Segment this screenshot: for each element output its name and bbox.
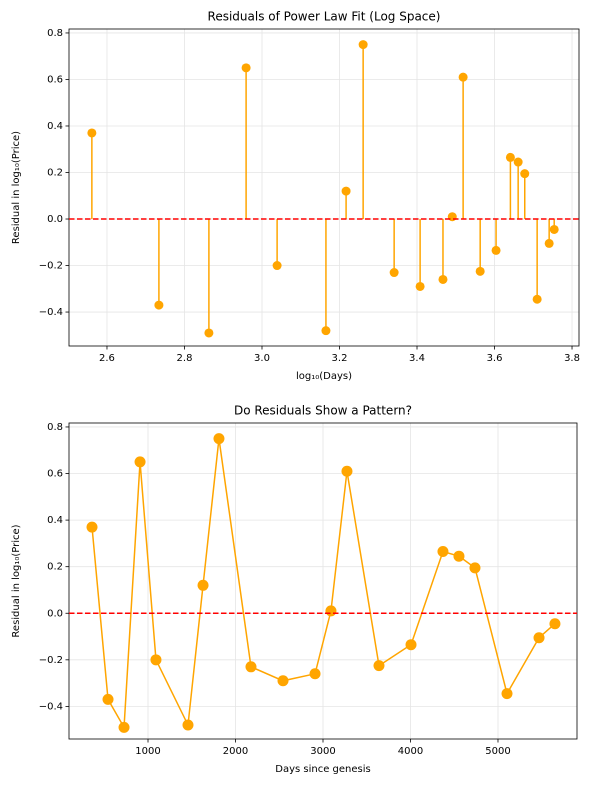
stem-marker — [505, 152, 515, 162]
point — [405, 639, 417, 651]
point — [245, 661, 257, 673]
point — [309, 668, 321, 680]
stem-marker — [491, 245, 501, 255]
point — [277, 675, 289, 687]
y-tick-label: 0.6 — [47, 469, 63, 480]
stem-marker — [447, 212, 457, 222]
y-tick-label: −0.4 — [39, 307, 63, 318]
plot-frame — [68, 28, 580, 347]
stem-marker — [475, 266, 485, 276]
x-tick-label: 4000 — [398, 746, 423, 757]
y-tick-label: 0.0 — [47, 214, 63, 225]
y-tick-label: −0.2 — [39, 261, 63, 272]
point — [373, 660, 385, 672]
point — [118, 721, 130, 733]
chart-title: Do Residuals Show a Pattern? — [234, 404, 412, 418]
x-tick-label: 3.2 — [332, 353, 348, 364]
point — [102, 693, 114, 705]
point — [325, 605, 337, 617]
point — [469, 562, 481, 574]
stem-marker — [549, 224, 559, 234]
stem-marker — [513, 157, 523, 167]
y-tick-label: −0.4 — [39, 701, 63, 712]
stem-marker — [532, 294, 542, 304]
stem-marker — [154, 300, 164, 310]
x-tick-label: 3.6 — [487, 353, 503, 364]
stem-marker — [341, 186, 351, 196]
point — [549, 618, 561, 630]
point — [437, 546, 449, 558]
stem-marker — [272, 261, 282, 271]
stem-marker — [458, 72, 468, 82]
x-tick-label: 1000 — [135, 746, 160, 757]
y-tick-label: 0.4 — [47, 121, 63, 132]
y-tick-label: 0.2 — [47, 562, 63, 573]
x-tick-label: 3.8 — [564, 353, 580, 364]
y-tick-label: 0.0 — [47, 608, 63, 619]
x-tick-label: 2.6 — [99, 353, 115, 364]
y-axis-label: Residual in log₁₀(Price) — [11, 524, 22, 637]
point — [533, 632, 545, 644]
stem-marker — [358, 40, 368, 50]
stem-marker — [520, 169, 530, 179]
plot-frame — [68, 422, 578, 740]
point — [134, 456, 146, 468]
stem-marker — [544, 238, 554, 248]
point — [453, 550, 465, 562]
point — [213, 433, 225, 445]
stem-marker — [389, 268, 399, 278]
y-tick-label: 0.8 — [47, 422, 63, 433]
y-tick-label: 0.6 — [47, 74, 63, 85]
point — [86, 521, 98, 533]
y-tick-label: −0.2 — [39, 655, 63, 666]
y-tick-label: 0.4 — [47, 515, 63, 526]
point — [182, 719, 194, 731]
stem-marker — [241, 63, 251, 73]
series-line — [91, 438, 556, 730]
y-tick-label: 0.8 — [47, 28, 63, 39]
chart-title: Residuals of Power Law Fit (Log Space) — [208, 10, 441, 24]
y-axis-label: Residual in log₁₀(Price) — [11, 131, 22, 244]
x-axis-label: log₁₀(Days) — [296, 371, 352, 382]
y-tick-label: 0.2 — [47, 167, 63, 178]
x-tick-label: 3.4 — [409, 353, 425, 364]
stem-marker — [321, 326, 331, 336]
stem-marker — [87, 128, 97, 138]
stem-marker — [204, 328, 214, 338]
point — [501, 688, 513, 700]
point — [197, 579, 209, 591]
stem-marker — [415, 281, 425, 291]
point — [341, 465, 353, 477]
x-tick-label: 2000 — [223, 746, 248, 757]
x-axis-label: Days since genesis — [275, 764, 370, 775]
x-tick-label: 2.8 — [177, 353, 193, 364]
stem-marker — [438, 274, 448, 284]
x-tick-label: 3000 — [310, 746, 335, 757]
x-tick-label: 3.0 — [254, 353, 270, 364]
x-tick-label: 5000 — [485, 746, 510, 757]
point — [150, 654, 162, 666]
